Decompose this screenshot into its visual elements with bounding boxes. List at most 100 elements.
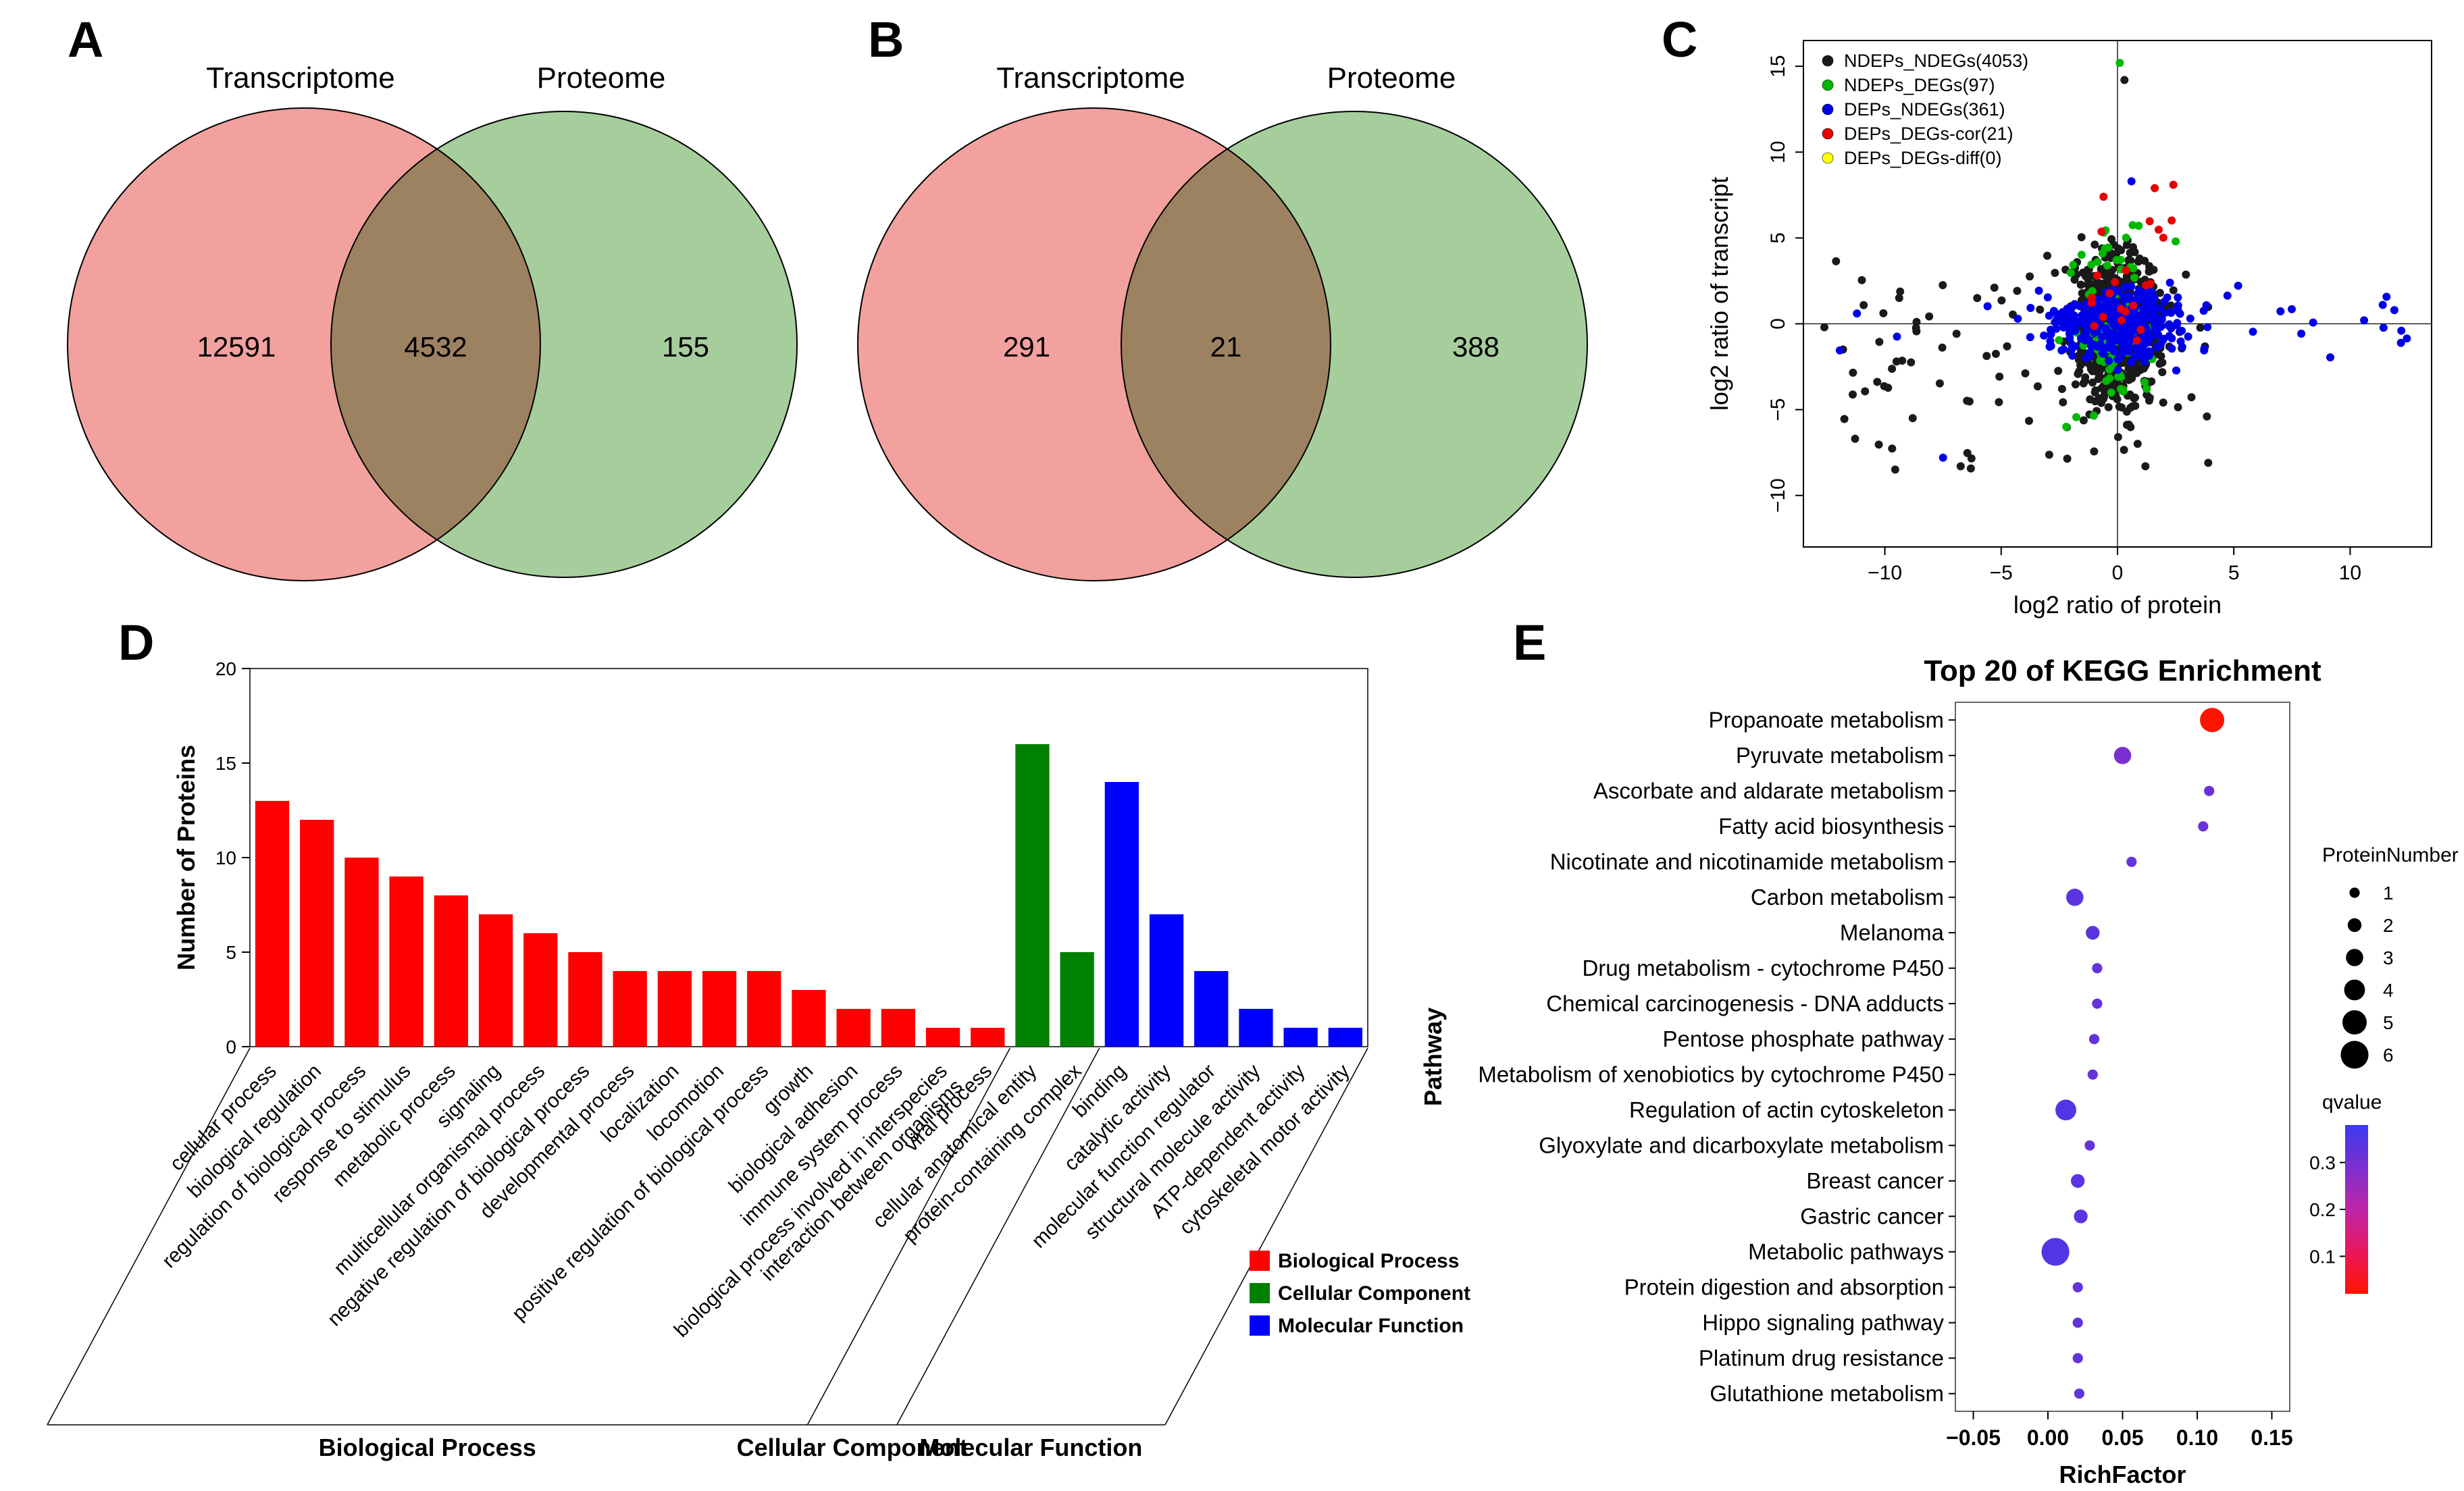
scatter-point [1851,434,1859,443]
scatter-point [1849,368,1857,377]
kegg-bubble-chart: Top 20 of KEGG Enrichment −0.05 0.00 0.05 0.… [1419,654,2459,1488]
scatter-point [1963,448,1972,457]
scatter-point [2059,398,2068,407]
scatter-point [2159,398,2167,407]
venn-overlap-count: 21 [1210,331,1242,363]
color-legend-value: 0.3 [2309,1153,2336,1174]
scatter-point [2134,221,2143,230]
scatter-point [2063,454,2072,463]
panel-e-label: E [1513,614,1547,671]
scatter-point [2071,380,2080,389]
scatter-point [2124,256,2133,265]
scatter-point [2203,323,2212,332]
scatter-point [1952,330,1961,338]
size-legend-title: ProteinNumber [2322,844,2459,866]
legend-swatch [1822,79,1834,91]
scatter-point [2067,309,2076,318]
scatter-point [2113,433,2122,442]
scatter-point [2136,315,2145,323]
scatter-point [1911,323,1920,332]
transcript-protein-scatter-chart: −10 −5 0 5 10 −10 −5 0 5 10 15 log2 ratio of protei… [1705,40,2432,619]
scatter-point [2131,393,2139,402]
venn-left-count: 291 [1003,331,1050,363]
scatter-point [2169,180,2178,189]
scatter-point [2297,330,2306,338]
scatter-point [2013,286,2022,295]
kegg-bubble [2200,708,2225,733]
scatter-point [2057,346,2066,355]
go-bar [792,990,826,1047]
kegg-bubble [2084,1140,2095,1151]
legend-label: NDEPs_NDEGs(4053) [1844,51,2028,71]
scatter-point [2079,268,2087,277]
scatter-point [2167,216,2176,225]
pathway-label: Pentose phosphate pathway [1663,1026,1945,1051]
group-divider-line [1164,1047,1368,1425]
scatter-point [1997,296,2006,305]
scatter-point [2155,359,2164,368]
scatter-point [2153,330,2162,339]
scatter-point [1956,462,1965,471]
size-legend-dot [2340,1041,2369,1069]
scatter-point [1820,323,1828,332]
size-legend-value: 1 [2383,883,2394,904]
scatter-point [2142,384,2151,393]
scatter-point [2057,317,2065,326]
scatter-point [2155,317,2163,325]
scatter-point [1995,372,2004,381]
scatter-point [2127,282,2136,291]
scatter-point [1925,312,1934,321]
group-divider-line [806,1047,1011,1425]
scatter-point [1875,338,1884,346]
scatter-point [2097,228,2106,236]
go-bar [1194,971,1229,1047]
x-tick-label: 10 [2339,562,2361,584]
scatter-point [2390,306,2398,315]
scatter-point [1861,387,1870,396]
venn-right-count: 155 [662,331,709,363]
scatter-point [2003,342,2011,350]
scatter-point [2140,357,2149,366]
group-divider-line [896,1047,1100,1425]
scatter-point [1966,464,1975,473]
scatter-point [2129,301,2138,310]
scatter-point [1965,397,1974,406]
scatter-point [2135,254,2144,263]
scatter-point [2107,388,2115,397]
scatter-point [1939,453,1947,462]
scatter-point [2133,440,2142,448]
scatter-point [2360,316,2369,325]
scatter-point [2122,266,2130,275]
scatter-point [2105,289,2114,298]
scatter-point [2036,305,2045,314]
scatter-point [2070,300,2079,309]
scatter-point [1892,357,1901,366]
scatter-point [2128,327,2137,336]
legend-label: Biological Process [1278,1250,1459,1272]
size-legend-dot [2346,949,2363,966]
go-bar [255,801,290,1047]
scatter-point [2172,366,2180,375]
x-tick-label: 0.10 [2176,1425,2218,1450]
scatter-point [2172,237,2180,246]
venn-left-count: 12591 [197,331,276,363]
go-bar [881,1009,915,1047]
scatter-point [1859,300,1868,309]
go-bar [1283,1028,1318,1047]
scatter-point [2140,378,2149,386]
scatter-point [2026,272,2034,281]
scatter-point [2026,333,2034,342]
scatter-point [1991,350,2000,358]
kegg-bubble [2072,1317,2083,1328]
scatter-point [2021,369,2030,377]
scatter-point [1912,317,1921,326]
go-bar [657,971,692,1047]
scatter-point [2103,297,2112,306]
size-legend-dot [2347,918,2362,933]
scatter-point [2055,336,2063,344]
scatter-point [2165,332,2174,340]
scatter-point [1895,294,1903,303]
scatter-point [2105,332,2114,340]
scatter-point [2090,321,2099,330]
